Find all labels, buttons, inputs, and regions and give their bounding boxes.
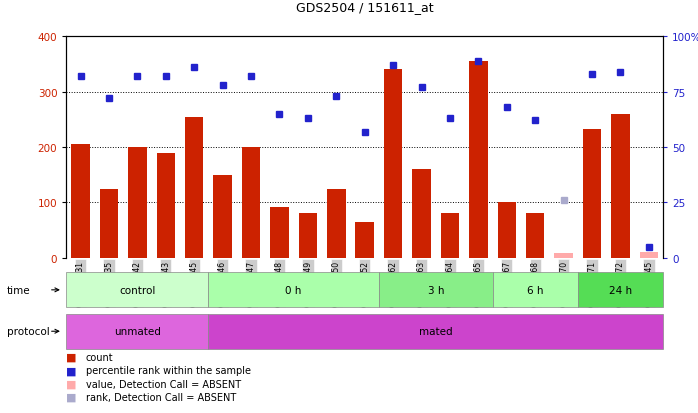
- Text: count: count: [86, 352, 114, 362]
- Bar: [578, 273, 663, 308]
- Text: GSM112962: GSM112962: [389, 260, 398, 306]
- Text: GSM112971: GSM112971: [588, 260, 597, 306]
- Bar: [71, 145, 90, 258]
- Text: GSM113345: GSM113345: [644, 260, 653, 306]
- Text: ■: ■: [66, 366, 77, 375]
- Text: GSM112964: GSM112964: [445, 260, 454, 306]
- Bar: [100, 189, 118, 258]
- Text: GSM112942: GSM112942: [133, 260, 142, 306]
- Text: 0 h: 0 h: [285, 285, 302, 295]
- Text: GSM112967: GSM112967: [503, 260, 512, 306]
- Text: GSM112963: GSM112963: [417, 260, 426, 306]
- Text: GSM112950: GSM112950: [332, 260, 341, 306]
- Text: GSM112968: GSM112968: [530, 260, 540, 306]
- Bar: [583, 130, 601, 258]
- Text: GSM112952: GSM112952: [360, 260, 369, 306]
- Text: time: time: [7, 285, 31, 295]
- Bar: [384, 70, 402, 258]
- Text: GSM112946: GSM112946: [218, 260, 227, 306]
- Text: GSM112949: GSM112949: [304, 260, 313, 306]
- Bar: [128, 148, 147, 258]
- Text: 6 h: 6 h: [527, 285, 544, 295]
- Bar: [554, 254, 573, 258]
- Text: GDS2504 / 151611_at: GDS2504 / 151611_at: [296, 2, 433, 14]
- Bar: [209, 273, 379, 308]
- Text: value, Detection Call = ABSENT: value, Detection Call = ABSENT: [86, 379, 241, 389]
- Text: GSM112972: GSM112972: [616, 260, 625, 306]
- Bar: [440, 214, 459, 258]
- Text: protocol: protocol: [7, 326, 50, 337]
- Bar: [156, 153, 175, 258]
- Bar: [639, 253, 658, 258]
- Text: GSM112943: GSM112943: [161, 260, 170, 306]
- Text: ■: ■: [66, 392, 77, 402]
- Bar: [493, 273, 578, 308]
- Text: GSM112935: GSM112935: [105, 260, 114, 306]
- Bar: [611, 114, 630, 258]
- Bar: [209, 314, 663, 349]
- Text: unmated: unmated: [114, 326, 161, 337]
- Text: 24 h: 24 h: [609, 285, 632, 295]
- Bar: [379, 273, 493, 308]
- Text: GSM112970: GSM112970: [559, 260, 568, 306]
- Text: GSM112945: GSM112945: [190, 260, 199, 306]
- Bar: [299, 214, 317, 258]
- Text: GSM112965: GSM112965: [474, 260, 483, 306]
- Text: GSM112948: GSM112948: [275, 260, 284, 306]
- Text: 3 h: 3 h: [427, 285, 444, 295]
- Bar: [327, 189, 346, 258]
- Bar: [469, 62, 488, 258]
- Text: GSM112931: GSM112931: [76, 260, 85, 306]
- Bar: [498, 203, 516, 258]
- Text: mated: mated: [419, 326, 452, 337]
- Text: ■: ■: [66, 379, 77, 389]
- Bar: [214, 175, 232, 258]
- Text: ■: ■: [66, 352, 77, 362]
- Bar: [185, 117, 203, 258]
- Bar: [413, 170, 431, 258]
- Bar: [526, 214, 544, 258]
- Bar: [355, 222, 374, 258]
- Bar: [66, 314, 209, 349]
- Text: percentile rank within the sample: percentile rank within the sample: [86, 366, 251, 375]
- Text: GSM112947: GSM112947: [246, 260, 255, 306]
- Text: rank, Detection Call = ABSENT: rank, Detection Call = ABSENT: [86, 392, 236, 402]
- Text: control: control: [119, 285, 156, 295]
- Bar: [242, 148, 260, 258]
- Bar: [66, 273, 209, 308]
- Bar: [270, 207, 289, 258]
